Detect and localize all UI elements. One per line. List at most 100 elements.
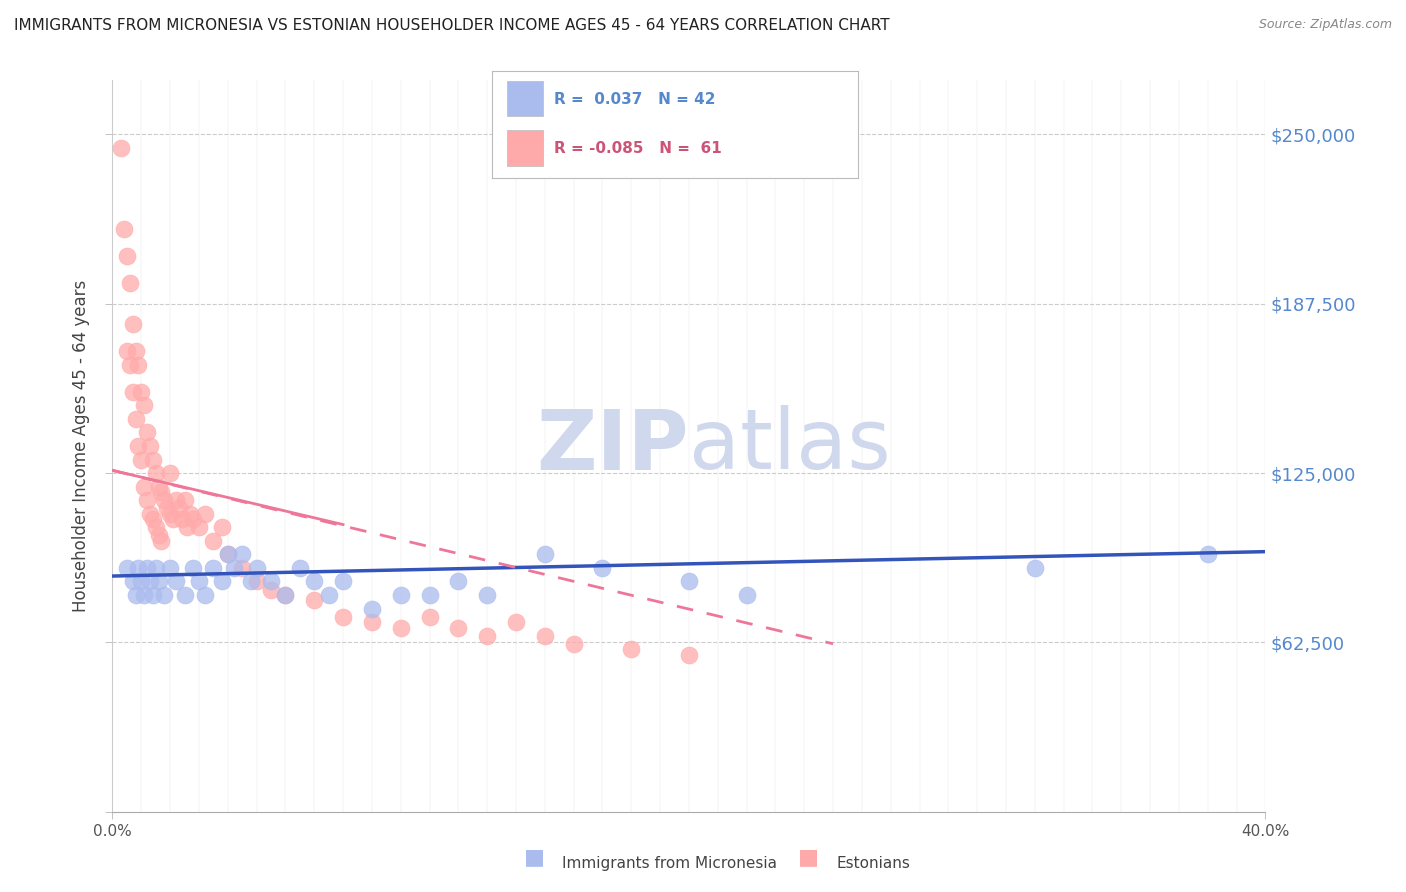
Point (620, 642, 643, 657)
Point (139, 439, 162, 453)
Point (145, 466, 167, 480)
Point (217, 547, 239, 561)
Point (148, 528, 170, 542)
Point (592, 561, 614, 575)
Point (121, 384, 143, 399)
Point (246, 561, 269, 575)
Point (142, 588, 165, 602)
Point (173, 493, 195, 508)
Point (170, 512, 193, 526)
FancyBboxPatch shape (506, 81, 543, 116)
Point (288, 561, 311, 575)
Point (188, 520, 211, 534)
Point (361, 615, 384, 629)
Point (562, 637, 585, 651)
Point (165, 574, 187, 589)
Point (159, 466, 181, 480)
Point (127, 439, 149, 453)
Point (159, 561, 181, 575)
Point (124, 588, 146, 602)
Point (167, 501, 190, 516)
Point (361, 601, 384, 615)
Point (139, 507, 162, 521)
Text: Estonians: Estonians (837, 856, 911, 871)
Point (304, 593, 326, 607)
Point (505, 615, 527, 629)
Point (136, 425, 159, 440)
Text: IMMIGRANTS FROM MICRONESIA VS ESTONIAN HOUSEHOLDER INCOME AGES 45 - 64 YEARS COR: IMMIGRANTS FROM MICRONESIA VS ESTONIAN H… (14, 18, 890, 33)
Point (274, 588, 297, 602)
Point (274, 588, 297, 602)
Point (156, 501, 179, 516)
Point (1024, 561, 1046, 575)
Text: ■: ■ (524, 847, 544, 867)
Point (145, 561, 167, 575)
Point (115, 249, 138, 263)
Point (231, 547, 253, 561)
Point (124, 412, 146, 426)
Point (211, 574, 233, 589)
Point (477, 629, 499, 643)
Point (127, 358, 149, 372)
Point (318, 588, 340, 602)
FancyBboxPatch shape (506, 130, 543, 166)
Point (176, 520, 198, 534)
Text: ■: ■ (799, 847, 818, 867)
Point (389, 620, 412, 634)
Point (173, 588, 195, 602)
Point (194, 588, 217, 602)
Point (121, 574, 143, 589)
Point (148, 574, 170, 589)
Point (129, 384, 153, 399)
Text: Source: ZipAtlas.com: Source: ZipAtlas.com (1258, 18, 1392, 31)
Point (150, 485, 173, 500)
Point (121, 317, 143, 331)
Point (153, 493, 176, 508)
Point (332, 574, 354, 589)
Point (115, 561, 138, 575)
Text: R = -0.085   N =  61: R = -0.085 N = 61 (554, 141, 723, 156)
Point (534, 547, 557, 561)
Point (217, 547, 239, 561)
Point (112, 222, 135, 236)
Point (162, 512, 184, 526)
Point (332, 609, 354, 624)
Point (534, 629, 557, 643)
Point (134, 588, 156, 602)
Point (447, 620, 470, 634)
Point (447, 574, 470, 589)
Point (142, 452, 165, 467)
Point (136, 561, 159, 575)
Point (735, 588, 758, 602)
Point (202, 561, 225, 575)
Point (419, 588, 441, 602)
Point (389, 588, 412, 602)
Point (139, 574, 162, 589)
Point (477, 588, 499, 602)
Point (153, 588, 176, 602)
Point (145, 520, 167, 534)
Point (115, 344, 138, 359)
Point (211, 520, 233, 534)
Point (202, 533, 225, 548)
Point (159, 507, 181, 521)
Point (142, 512, 165, 526)
Text: ZIP: ZIP (537, 406, 689, 486)
Point (110, 141, 132, 155)
Point (304, 574, 326, 589)
Point (260, 582, 283, 597)
Point (134, 480, 156, 494)
Point (181, 512, 204, 526)
Point (231, 561, 253, 575)
Point (246, 574, 269, 589)
Point (134, 398, 156, 412)
Point (118, 358, 141, 372)
Point (260, 574, 283, 589)
Point (129, 574, 153, 589)
Point (678, 648, 700, 662)
Point (150, 533, 173, 548)
Point (127, 561, 149, 575)
Point (1197, 547, 1219, 561)
Point (181, 561, 204, 575)
Point (194, 507, 217, 521)
